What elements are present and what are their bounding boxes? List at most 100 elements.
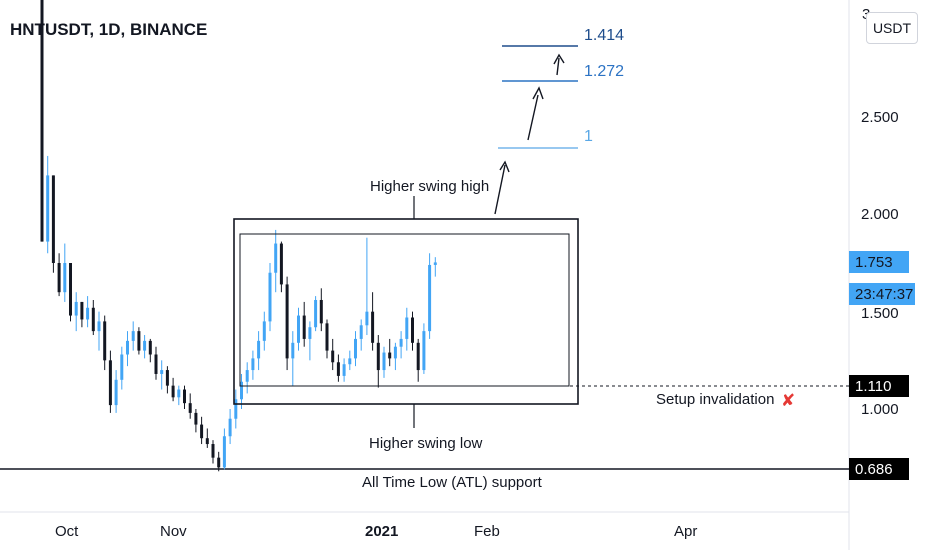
candle-body [143, 340, 147, 351]
candle-body [183, 389, 186, 404]
atl-price-tag: 0.686 [849, 458, 909, 480]
x-label-oct: Oct [55, 523, 79, 540]
candle-body [399, 338, 403, 347]
candle-body [388, 352, 392, 359]
candle-body [291, 342, 295, 359]
candle-body [411, 317, 414, 343]
setup-invalidation-label: Setup invalidation [656, 391, 774, 408]
higher-swing-low-label: Higher swing low [369, 435, 483, 452]
candle-body [200, 424, 204, 439]
range-inner-rect [239, 233, 570, 387]
invalidation-x-icon: ✘ [781, 391, 795, 411]
candle-body [393, 346, 397, 359]
candle-body [205, 438, 209, 445]
candle-body [108, 360, 112, 406]
currency-unit-button[interactable]: USDT [866, 12, 918, 44]
invalidation-price-tag: 1.110 [849, 375, 909, 397]
candle-body [80, 301, 84, 320]
fib-label-1414: 1.414 [584, 27, 624, 44]
candle-body [405, 317, 409, 339]
candle-body [371, 311, 375, 343]
candle-body [160, 370, 164, 374]
candle-body [46, 175, 50, 242]
candle-body [228, 418, 232, 437]
candle-body [382, 352, 386, 371]
arrow-2-icon [527, 86, 544, 141]
candle-body [171, 385, 175, 398]
y-label-1500: 1.500 [861, 305, 899, 322]
projection-arrows [494, 53, 565, 215]
candle-body [51, 175, 55, 263]
candle-body [428, 264, 432, 332]
candle-body [91, 307, 95, 332]
candle-body [126, 340, 129, 355]
fib-label-1: 1 [584, 128, 593, 145]
candle-body [154, 354, 158, 374]
candle-body [222, 436, 226, 468]
candle-body [57, 263, 61, 293]
candle-body [354, 338, 357, 359]
candle-body [137, 331, 141, 351]
candle-body [165, 370, 169, 386]
candle-body [268, 272, 272, 322]
candle-body [194, 412, 198, 425]
candle-body [114, 379, 118, 406]
candle-body [297, 315, 300, 343]
candle-body [40, 0, 44, 242]
candle-body [69, 263, 72, 316]
candle-body [336, 362, 340, 376]
candle-body [325, 323, 329, 351]
x-label-2021: 2021 [365, 523, 398, 540]
last-price-tag: 1.753 [849, 251, 909, 273]
range-outer-rect [233, 218, 579, 405]
candle-body [217, 457, 221, 468]
candle-body [433, 262, 437, 265]
candle-body [302, 315, 306, 339]
candle-body [120, 354, 124, 380]
candle-body [279, 243, 283, 285]
candle-body [319, 299, 323, 324]
countdown-tag: 23:47:37 [849, 283, 915, 305]
candle-body [245, 370, 249, 382]
candle-body [97, 321, 101, 332]
candle-body [131, 331, 135, 341]
candle-body [63, 263, 67, 293]
candle-body [262, 321, 266, 341]
candle-body [365, 311, 369, 326]
candle-body [86, 307, 90, 320]
candle-body [103, 321, 107, 361]
x-label-feb: Feb [474, 523, 500, 540]
atl-support-label: All Time Low (ATL) support [362, 474, 543, 491]
candle-body [274, 243, 278, 273]
candle-body [416, 342, 420, 371]
candle-body [331, 350, 335, 363]
candle-body [359, 325, 363, 339]
candle-body [285, 284, 289, 359]
arrow-3-icon [553, 53, 565, 76]
candle-body [211, 444, 215, 458]
symbol-title: HNTUSDT, 1D, BINANCE [10, 20, 208, 39]
candle-body [257, 340, 261, 359]
candle-body [240, 381, 243, 400]
y-label-1000: 1.000 [861, 401, 899, 418]
y-label-2000: 2.000 [861, 206, 899, 223]
candle-body [234, 399, 238, 419]
candle-body [148, 340, 152, 355]
candle-body [308, 327, 312, 339]
fib-label-1272: 1.272 [584, 63, 624, 80]
candle-body [422, 331, 426, 371]
candle-body [348, 358, 352, 365]
candle-body [188, 403, 192, 413]
higher-swing-high-label: Higher swing high [370, 178, 489, 195]
candlestick-series [40, 0, 437, 472]
candle-body [177, 389, 181, 398]
candle-body [74, 301, 78, 316]
x-label-apr: Apr [674, 523, 697, 540]
candle-body [251, 358, 255, 371]
y-label-2500: 2.500 [861, 109, 899, 126]
candle-body [314, 299, 318, 328]
candle-body [376, 342, 380, 371]
candle-body [342, 364, 346, 376]
arrow-1-icon [494, 160, 510, 215]
